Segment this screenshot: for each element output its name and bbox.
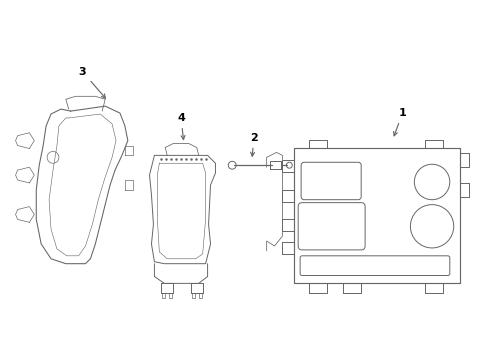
- Text: 4: 4: [177, 113, 185, 140]
- Text: 1: 1: [393, 108, 406, 136]
- Text: 3: 3: [79, 67, 105, 98]
- Text: 2: 2: [250, 133, 258, 156]
